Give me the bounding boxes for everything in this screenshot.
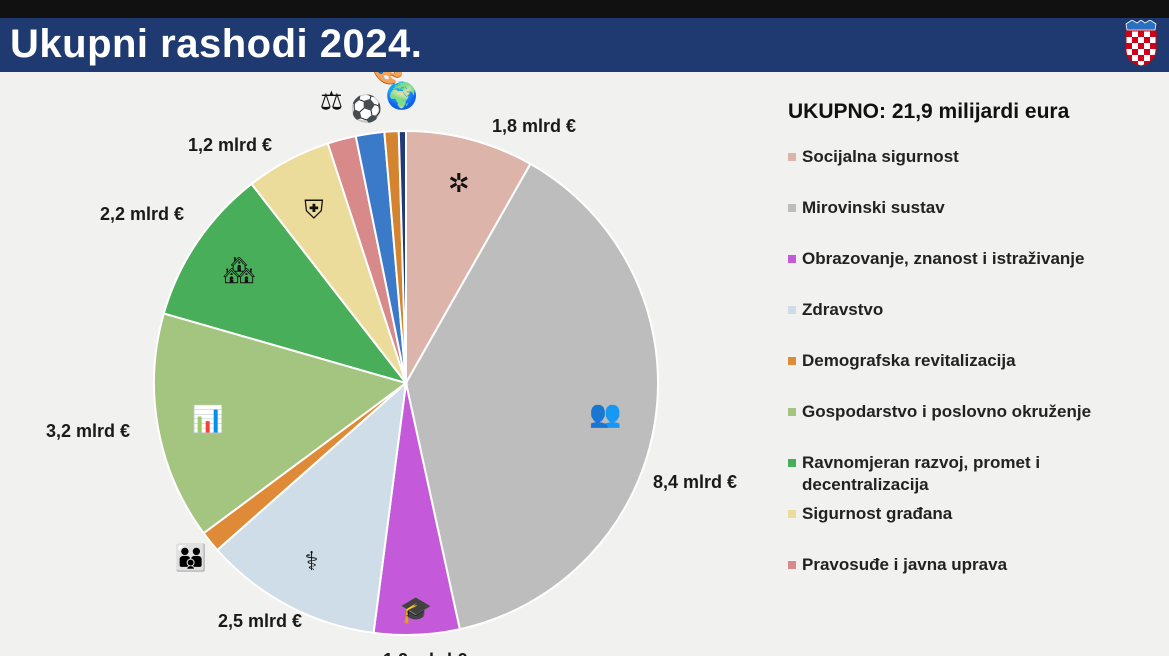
group-people-icon: 👥 <box>589 399 621 429</box>
legend-swatch <box>788 255 796 263</box>
legend-label: Pravosuđe i javna uprava <box>802 555 1008 574</box>
legend-total: UKUPNO: 21,9 milijardi eura <box>788 100 1070 123</box>
bar-chart-icon: 📊 <box>191 404 223 435</box>
legend-item: Socijalna sigurnost <box>788 146 1158 168</box>
road-houses-icon: 🏘 <box>223 256 256 286</box>
slice-value-label: 2,5 mlrd € <box>218 611 302 631</box>
legend-label: Zdravstvo <box>802 300 884 319</box>
legend-swatch <box>788 510 796 518</box>
family-icon: 👪 <box>175 543 207 574</box>
legend-label: Mirovinski sustav <box>802 198 945 217</box>
legend-label: Gospodarstvo i poslovno okruženje <box>802 402 1092 421</box>
pie-slice-4 <box>215 380 408 635</box>
slice-value-label: 1,2 mlrd € <box>383 650 467 656</box>
slice-value-label: 1,2 mlrd € <box>188 135 272 155</box>
legend-swatch <box>788 459 796 467</box>
legend-item: Gospodarstvo i poslovno okruženje <box>788 401 1158 423</box>
legend-item: Pravosuđe i javna uprava <box>788 554 1158 576</box>
soccer-ball-icon: ⚽ <box>349 94 382 125</box>
legend-item: Ravnomjeran razvoj, promet i decentraliz… <box>788 452 1158 496</box>
slice-value-label: 8,4 mlrd € <box>653 472 737 492</box>
legend-swatch <box>788 357 796 365</box>
legend-swatch <box>788 561 796 569</box>
graduation-cap-icon: 🎓 <box>400 596 432 626</box>
pie-slice-2 <box>404 162 659 631</box>
people-network-icon: ✲ <box>448 169 470 199</box>
shield-icon: ⛨ <box>304 195 324 225</box>
legend-label: Demografska revitalizacija <box>802 351 1016 370</box>
legend-item: Mirovinski sustav <box>788 197 1158 219</box>
legend-item: Sigurnost građana <box>788 503 1158 525</box>
legend-swatch <box>788 306 796 314</box>
globe-icon: 🌍 <box>386 81 418 112</box>
legend-swatch <box>788 204 796 212</box>
slide-header: Ukupni rashodi 2024. <box>0 18 1169 72</box>
slide-title: Ukupni rashodi 2024. <box>10 22 423 66</box>
pie-slice-12 <box>397 129 407 384</box>
legend-label: Socijalna sigurnost <box>802 147 959 166</box>
legend-label: Ravnomjeran razvoj, promet i decentraliz… <box>802 453 1041 494</box>
legend-item: Demografska revitalizacija <box>788 350 1158 372</box>
palette-icon: 🎨 <box>372 72 404 87</box>
legend-swatch <box>788 408 796 416</box>
scales-icon: ⚖ <box>320 86 343 116</box>
legend-swatch <box>788 153 796 161</box>
croatian-coat-of-arms-icon <box>1125 20 1157 66</box>
pie-slice-6 <box>153 312 409 535</box>
stethoscope-icon: ⚕ <box>304 547 318 577</box>
pie-slice-7 <box>162 182 409 385</box>
slice-value-label: 1,8 mlrd € <box>492 116 576 136</box>
legend-item: Obrazovanje, znanost i istraživanje <box>788 248 1158 270</box>
pie-slice-1 <box>405 129 532 387</box>
slice-value-label: 3,2 mlrd € <box>46 421 130 441</box>
legend-label: Sigurnost građana <box>802 504 953 523</box>
top-black-bar <box>0 0 1169 18</box>
legend-label: Obrazovanje, znanost i istraživanje <box>802 249 1085 268</box>
chart-legend: UKUPNO: 21,9 milijardi eura Socijalna si… <box>788 100 1158 576</box>
slice-value-label: 2,2 mlrd € <box>100 204 184 224</box>
legend-item: Zdravstvo <box>788 299 1158 321</box>
pie-chart: ✲ 👥 🎓 ⚕ 👪 📊 🏘 ⛨ ⚖⚽ 🎨🌍 1,8 mlrd € 8,4 mlrd € 1,2 mlr… <box>46 72 737 656</box>
